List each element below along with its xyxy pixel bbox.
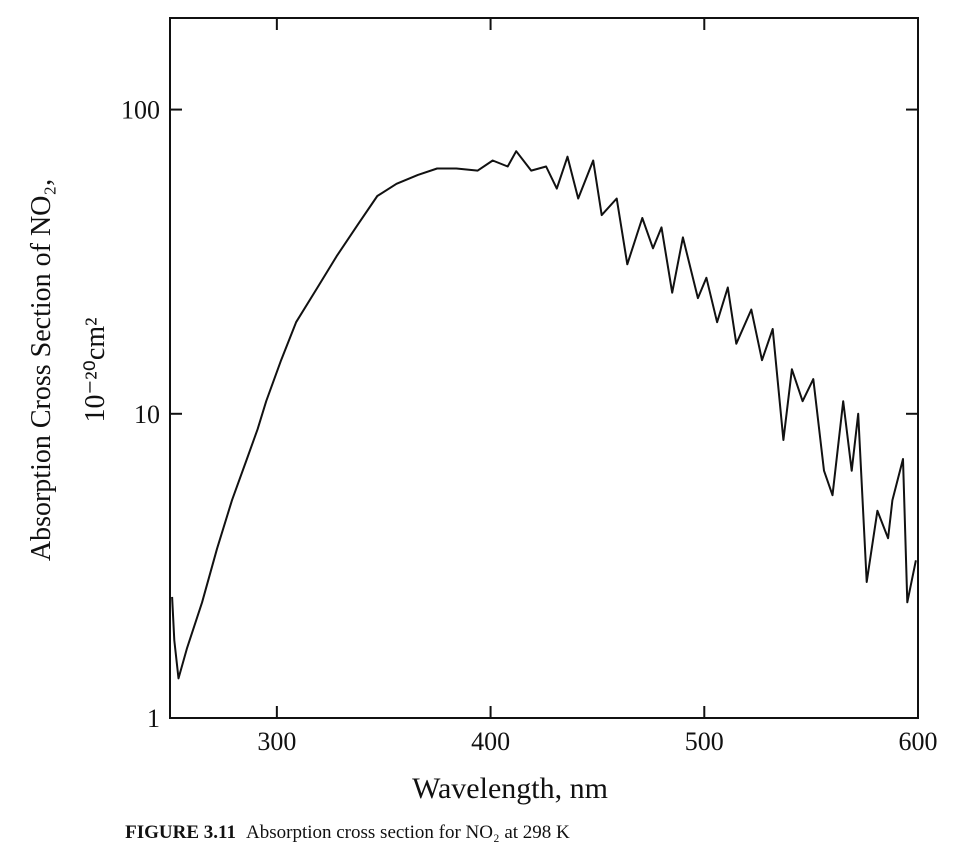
x-tick-label: 400 [471, 727, 510, 756]
y-tick-label: 10 [134, 400, 160, 429]
x-axis-label: Wavelength, nm [412, 772, 608, 805]
y-tick-label: 1 [147, 704, 160, 733]
caption: Absorption cross section for NO₂ at 298 … [246, 822, 570, 843]
x-tick-label: 300 [257, 727, 296, 756]
x-tick-label: 600 [899, 727, 938, 756]
x-tick-label: 500 [685, 727, 724, 756]
y-tick-label: 100 [121, 96, 160, 125]
y-axis-label: 10⁻²⁰cm² [80, 318, 111, 423]
data-line [171, 150, 917, 680]
y-axis-label: Absorption Cross Section of NO₂, [26, 179, 57, 561]
figure-label: FIGURE 3.11 [125, 822, 236, 843]
plot-frame [169, 17, 919, 719]
